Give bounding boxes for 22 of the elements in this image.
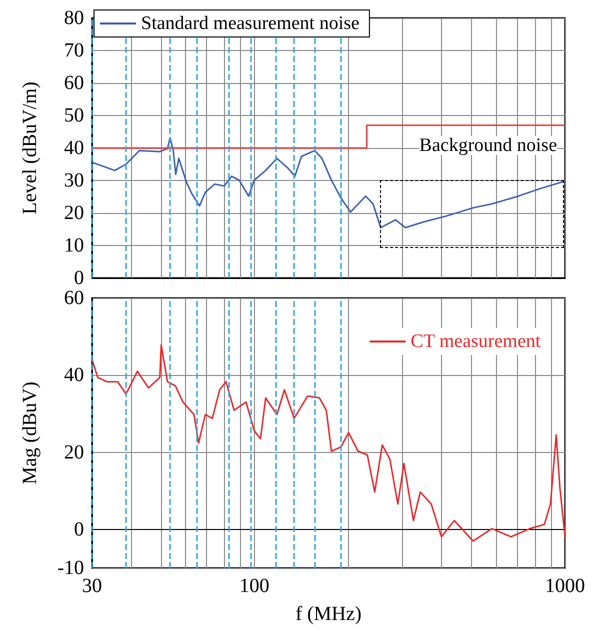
y-tick-label: 80 bbox=[64, 7, 84, 29]
x-tick-label: 1000 bbox=[545, 575, 585, 597]
y-tick-label: 0 bbox=[74, 267, 84, 289]
y-tick-label: 20 bbox=[64, 441, 84, 464]
y-axis-title: Mag (dBuV) bbox=[19, 382, 41, 484]
y-tick-label: -10 bbox=[57, 557, 84, 579]
y-tick-label: 40 bbox=[64, 137, 84, 159]
y-tick-label: 40 bbox=[64, 364, 84, 386]
y-tick-label: 20 bbox=[64, 202, 84, 224]
legend-label: CT measurement bbox=[410, 331, 542, 352]
legend-label: Standard measurement noise bbox=[141, 13, 360, 34]
y-tick-label: 50 bbox=[64, 104, 84, 126]
y-tick-label: 60 bbox=[64, 287, 84, 309]
y-tick-label: 0 bbox=[74, 518, 84, 540]
x-tick-label: 100 bbox=[239, 575, 270, 597]
y-tick-label: 10 bbox=[64, 234, 84, 256]
x-axis-title: f (MHz) bbox=[295, 603, 362, 625]
y-tick-label: 60 bbox=[64, 72, 84, 94]
y-axis-title: Level (dBuV/m) bbox=[19, 82, 41, 214]
y-tick-label: 30 bbox=[64, 170, 84, 192]
annotation: Background noise bbox=[419, 135, 558, 156]
y-tick-label: 70 bbox=[64, 40, 84, 62]
